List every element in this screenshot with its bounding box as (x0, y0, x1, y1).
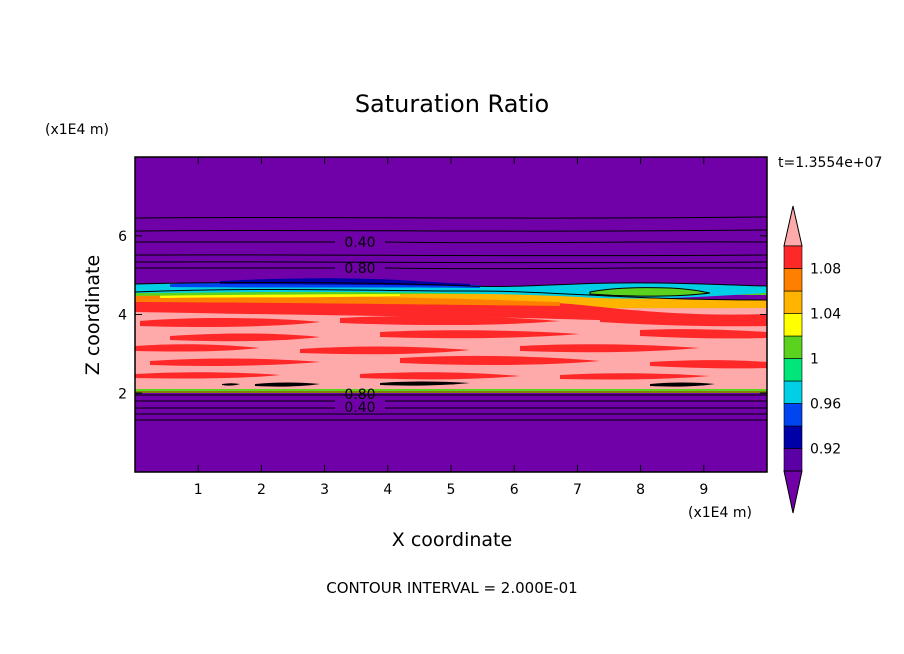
contour-label: 0.40 (344, 235, 375, 251)
contour-label: 0.80 (344, 261, 375, 277)
contour-line (135, 216, 767, 219)
red-streak (140, 318, 320, 327)
cloud-base-green-line (135, 389, 767, 391)
y-tick-label: 2 (118, 386, 127, 402)
contour-label: 0.80 (344, 387, 375, 403)
contour-line (135, 282, 767, 287)
colorbar-swatch (783, 448, 803, 472)
y-unit-label: (x1E4 m) (45, 122, 109, 138)
x-tick-label: 3 (320, 482, 329, 498)
colorbar-swatch (783, 313, 803, 337)
dark-streak (380, 381, 470, 386)
red-streak (640, 329, 767, 339)
colorbar-label: 1.08 (810, 262, 841, 278)
red-streak (520, 344, 700, 353)
red-streak (135, 372, 280, 379)
x-tick-label: 5 (447, 482, 456, 498)
contour-lines (135, 216, 767, 421)
colorbar-swatch (783, 380, 803, 404)
colorbar-swatch (783, 358, 803, 382)
red-streak (170, 333, 320, 342)
contour-line (135, 229, 767, 232)
x-tick-label: 7 (573, 482, 582, 498)
y-tick-label: 4 (118, 308, 127, 324)
chart-title: Saturation Ratio (355, 90, 549, 118)
y-tick-label: 6 (118, 229, 127, 245)
contour-line (135, 267, 767, 270)
colorbar-label: 1.04 (810, 307, 841, 323)
dark-streak (650, 382, 715, 387)
colorbar-swatch (783, 403, 803, 427)
contour-line (135, 254, 767, 257)
red-streak (135, 344, 260, 352)
axis-ticks: 1 2 3 4 5 6 7 8 9 2 4 6 (118, 157, 767, 498)
colorbar-under-triangle (783, 470, 803, 514)
red-streak (400, 355, 600, 366)
x-tick-label: 1 (194, 482, 203, 498)
contour-label: 0.40 (344, 400, 375, 416)
colorbar-swatch (783, 245, 803, 269)
contour-interval-note: CONTOUR INTERVAL = 2.000E-01 (326, 579, 577, 597)
contour-labels: 0.40 0.80 0.80 0.40 (344, 235, 375, 416)
cloud-top-darkorange (135, 294, 560, 306)
red-streak (360, 372, 520, 380)
time-label: t=1.3554e+07 (778, 155, 882, 171)
x-tick-label: 2 (257, 482, 266, 498)
contour-line (135, 241, 767, 244)
colorbar-swatch (783, 335, 803, 359)
red-streak (380, 330, 580, 339)
red-streak (340, 315, 560, 326)
colorbar-swatch (783, 290, 803, 314)
red-streak (300, 346, 470, 355)
dark-streak (255, 382, 320, 387)
colorbar: 0.92 0.96 1 1.04 1.08 (783, 205, 841, 514)
x-axis-title: X coordinate (392, 529, 512, 551)
colorbar-label: 1 (810, 352, 819, 368)
red-streak (150, 358, 320, 366)
colorbar-over-triangle (783, 205, 803, 247)
colorbar-label: 0.96 (810, 397, 841, 413)
x-tick-label: 6 (510, 482, 519, 498)
green-lens (590, 287, 710, 297)
red-streak (560, 373, 710, 380)
x-tick-label: 8 (636, 482, 645, 498)
red-streak (600, 315, 767, 327)
colorbar-swatch (783, 268, 803, 292)
contour-line (135, 261, 767, 264)
contour-line (589, 287, 711, 297)
x-unit-label: (x1E4 m) (688, 505, 752, 521)
plot-area (135, 157, 767, 472)
colorbar-label: 0.92 (810, 442, 841, 458)
base-streaks (222, 381, 715, 387)
colorbar-swatch (783, 425, 803, 449)
dark-streak (222, 383, 240, 386)
y-axis-title: Z coordinate (82, 255, 104, 375)
x-tick-label: 4 (383, 482, 392, 498)
red-streak (650, 360, 767, 369)
x-tick-label: 9 (699, 482, 708, 498)
contour-line (135, 288, 767, 301)
